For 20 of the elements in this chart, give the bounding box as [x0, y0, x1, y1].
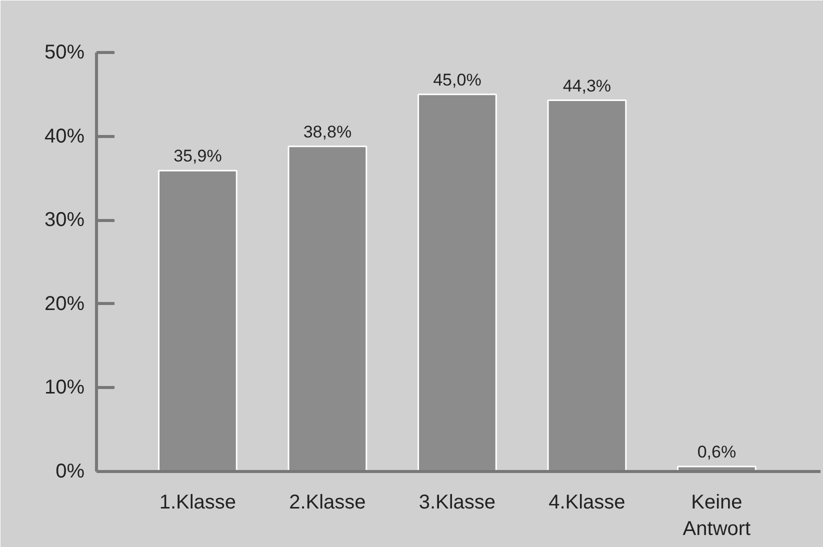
y-tick-label: 50% — [44, 42, 85, 64]
data-label: 38,8% — [303, 122, 352, 142]
y-tick-label: 40% — [44, 125, 85, 148]
data-label: 45,0% — [433, 70, 482, 90]
x-tick-label: 2.Klasse — [289, 492, 366, 514]
x-tick-label: 3.Klasse — [418, 492, 496, 514]
bar — [418, 94, 497, 472]
x-tick-label: 4.Klasse — [548, 492, 626, 514]
y-tick-label: 30% — [44, 209, 85, 232]
data-label: 44,3% — [562, 76, 612, 96]
x-tick-label: Keine Antwort — [682, 492, 752, 540]
y-tick-label: 10% — [44, 376, 85, 399]
data-label: 35,9% — [174, 146, 222, 166]
x-tick-label: 1.Klasse — [159, 492, 236, 514]
bar — [158, 170, 238, 472]
data-label: 0,6% — [697, 442, 736, 462]
y-tick-label: 20% — [44, 292, 85, 315]
y-tick-label: 0% — [56, 460, 85, 482]
bar — [288, 146, 368, 472]
bar — [547, 100, 627, 472]
